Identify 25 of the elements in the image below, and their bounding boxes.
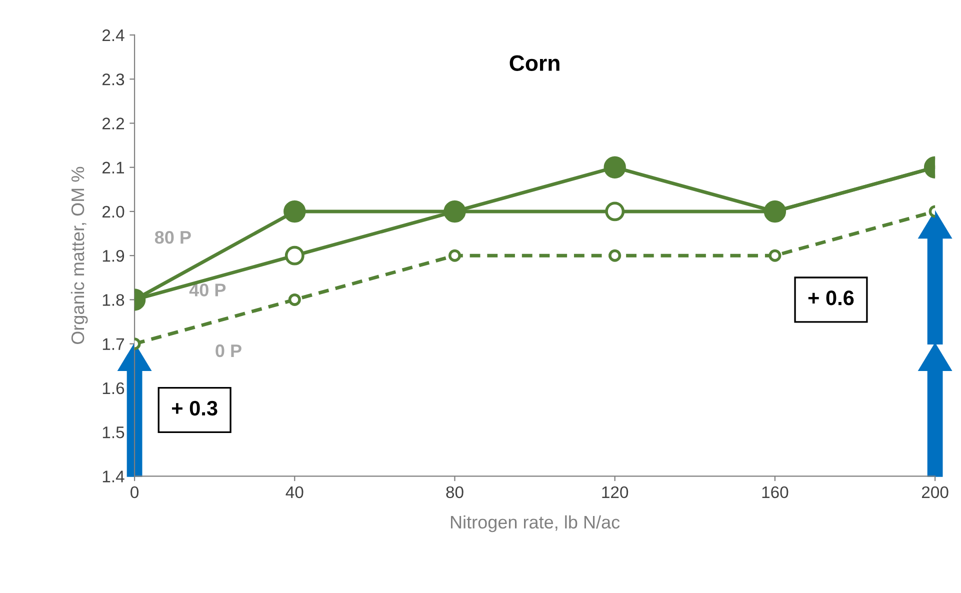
x-axis-title: Nitrogen rate, lb N/ac [450, 515, 620, 532]
x-tick-label: 40 [286, 486, 304, 498]
y-tick-label: 2.2 [102, 118, 124, 130]
y-tick-label: 1.7 [102, 338, 124, 350]
y-tick-label: 1.8 [102, 294, 124, 306]
y-tick-label: 1.4 [102, 470, 124, 482]
series-label: 0 P [216, 344, 242, 358]
annotation: + 0.6 [808, 290, 854, 306]
y-tick-label: 2.4 [102, 29, 124, 42]
y-tick-label: 2.1 [102, 162, 124, 174]
series-label: 80 P [154, 230, 191, 244]
series-label: 40 P [189, 284, 226, 296]
x-tick-label: 0 [130, 486, 139, 498]
x-tick-label: 80 [446, 486, 464, 498]
y-tick-label: 2.0 [102, 206, 124, 218]
y-tick-label: 1.9 [102, 250, 124, 262]
text: Corn [510, 55, 560, 71]
x-tick-label: 120 [602, 486, 628, 498]
y-tick-label: 2.3 [102, 74, 124, 86]
x-tick-label: 200 [922, 486, 948, 498]
x-tick-label: 160 [762, 486, 788, 498]
y-tick-label: 1.6 [102, 382, 124, 394]
y-axis-title: Organic matter, OM % [70, 166, 88, 344]
annotation: + 0.3 [172, 400, 218, 416]
y-tick-label: 1.5 [102, 426, 124, 438]
